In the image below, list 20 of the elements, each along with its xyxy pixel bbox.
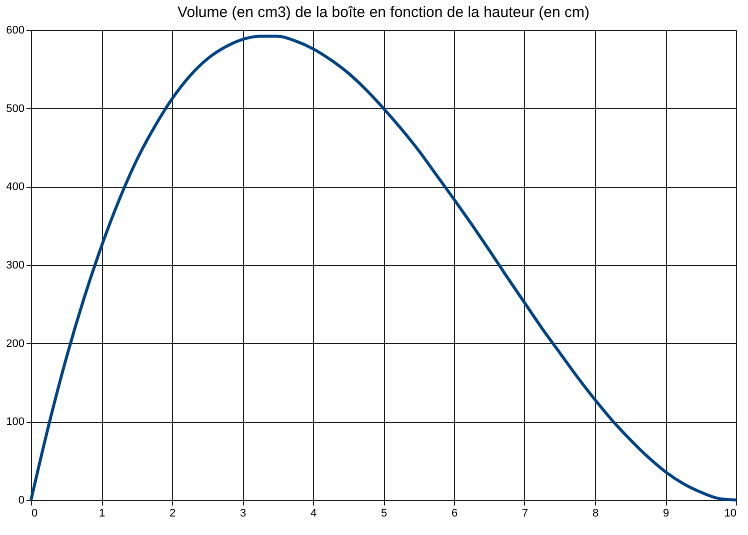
x-tick-label: 4: [310, 508, 317, 520]
y-tick-label: 0: [18, 494, 24, 506]
chart-title: Volume (en cm3) de la boîte en fonction de la hauteur (en cm): [178, 4, 590, 21]
y-tick-label: 100: [6, 416, 24, 428]
x-tick-label: 7: [522, 508, 528, 520]
x-tick-label: 9: [662, 508, 670, 520]
y-tick-label: 500: [6, 102, 24, 115]
x-tick-label: 2: [169, 508, 176, 520]
x-tick-label: 10: [724, 508, 736, 520]
x-tick-label: 5: [380, 508, 388, 520]
x-tick-label: 0: [32, 508, 38, 520]
x-tick-label: 3: [240, 508, 246, 520]
line-series: [30, 34, 738, 502]
x-tick-label: 1: [98, 508, 106, 520]
x-tick-label: 6: [451, 508, 458, 520]
x-tick-label: 8: [592, 508, 599, 520]
y-tick-label: 300: [6, 260, 24, 272]
y-tick-label: 400: [6, 181, 24, 194]
y-tick-label: 200: [6, 338, 24, 350]
y-tick-label: 600: [6, 24, 24, 36]
